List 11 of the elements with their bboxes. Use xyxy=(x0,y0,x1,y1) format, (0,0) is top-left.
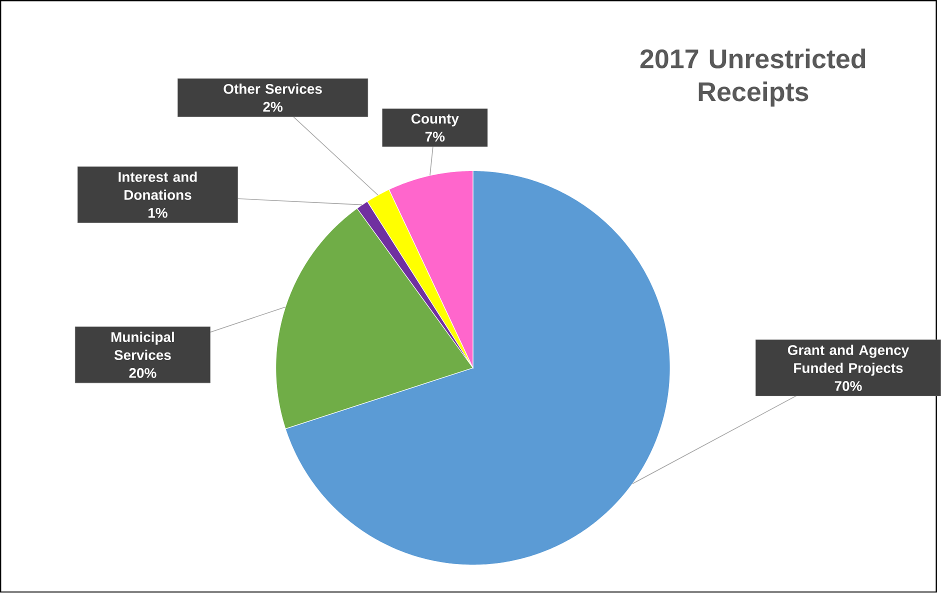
data-label: 70% xyxy=(834,381,862,392)
slice-label: Interest and Donations xyxy=(118,172,197,200)
data-label: 2% xyxy=(263,102,283,112)
data-label: 20% xyxy=(129,368,156,378)
data-label: 1% xyxy=(148,208,168,218)
slice-label: Grant and Agency Funded Projects xyxy=(788,344,910,376)
chart-title: 2017 Unrestricted Receipts xyxy=(640,48,866,107)
slice-label: Other Services xyxy=(224,84,322,94)
data-label: 7% xyxy=(425,132,445,142)
slice-label: County xyxy=(411,114,459,127)
slice-label: Municipal Services xyxy=(111,332,174,360)
